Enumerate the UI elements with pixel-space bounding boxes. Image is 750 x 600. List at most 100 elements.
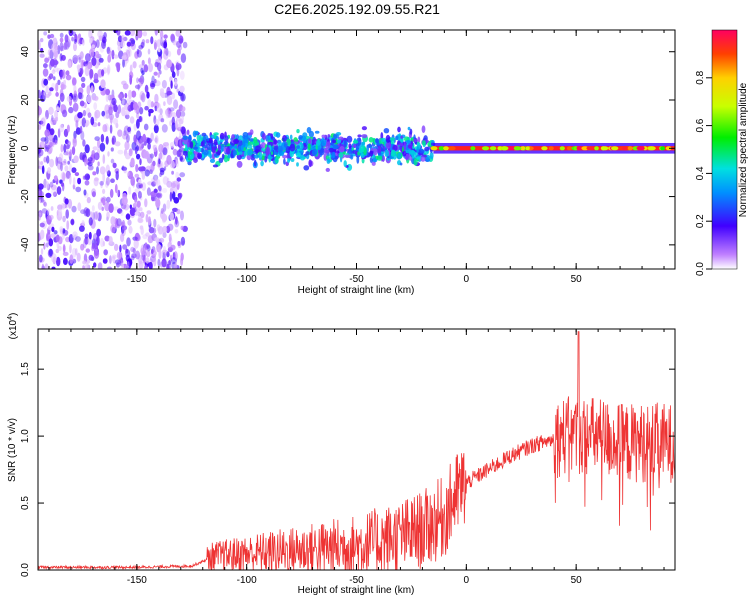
spectral-cell: [136, 112, 140, 119]
spectral-cell: [240, 144, 244, 151]
spectral-cell: [43, 201, 47, 207]
spectral-cell: [384, 149, 390, 157]
spectral-cell: [407, 126, 411, 131]
spectral-cell: [660, 146, 666, 151]
spectral-cell: [100, 79, 106, 89]
spectral-cell: [91, 191, 96, 198]
spectral-cell: [174, 229, 179, 234]
spectral-cell: [74, 172, 80, 177]
spectral-cell: [165, 109, 169, 119]
spectral-cell: [372, 148, 378, 156]
spectral-cell: [85, 122, 88, 128]
spectral-cell: [176, 48, 181, 56]
spectral-cell: [92, 146, 98, 151]
spectral-cell: [443, 146, 449, 151]
spectral-cell: [77, 92, 83, 100]
spectral-cell: [53, 117, 57, 124]
spectral-cell: [140, 41, 145, 49]
spectral-cell: [178, 120, 181, 130]
spectral-cell: [85, 248, 91, 253]
spectral-cell: [268, 141, 274, 146]
spectral-cell: [41, 263, 45, 269]
spectral-cell: [176, 177, 182, 182]
colorbar-tick-label: 0.0: [695, 262, 706, 276]
spectral-cell: [154, 175, 158, 186]
spectral-cell: [56, 256, 61, 267]
spectral-cell: [150, 191, 156, 198]
spectral-cell: [147, 99, 152, 108]
snr-plot-area: [38, 331, 675, 570]
spectral-cell: [76, 252, 81, 262]
spectral-cell: [59, 41, 64, 52]
spectral-cell: [55, 104, 59, 110]
spectral-cell: [175, 171, 180, 180]
spectral-cell: [150, 83, 156, 88]
spectral-cell: [75, 236, 81, 242]
spectral-cell: [218, 157, 224, 163]
spectral-cell: [88, 231, 92, 240]
spectral-cell: [141, 70, 145, 76]
spectral-cell: [357, 134, 362, 138]
spectral-cell: [148, 261, 153, 269]
spectral-cell: [173, 99, 179, 110]
spectral-cell: [243, 151, 247, 157]
spectral-cell: [325, 167, 330, 172]
spectral-cell: [48, 106, 54, 115]
spectral-cell: [417, 136, 421, 143]
spectral-cell: [144, 84, 149, 93]
spectral-cell: [172, 148, 178, 156]
spectral-cell: [138, 178, 142, 185]
spectral-cell: [481, 146, 490, 151]
spectral-cell: [63, 159, 67, 164]
spectral-cell: [75, 186, 82, 193]
spectral-cell: [64, 165, 69, 172]
spectral-cell: [49, 33, 55, 39]
spectral-cell: [80, 68, 84, 75]
spectral-cell: [162, 147, 168, 156]
spectral-cell: [356, 145, 359, 149]
spectral-cell: [174, 262, 178, 269]
spectral-cell: [289, 143, 296, 152]
spectral-cell: [381, 155, 385, 162]
spectral-cell: [97, 122, 101, 127]
spectral-cell: [214, 153, 218, 158]
spectral-cell: [390, 149, 396, 157]
spectral-cell: [94, 50, 100, 59]
spectral-cell: [123, 125, 130, 135]
spectral-cell: [196, 152, 203, 160]
spectral-cell: [160, 118, 165, 123]
spectral-cell: [117, 35, 123, 43]
spectral-cell: [117, 149, 124, 155]
spectral-cell: [168, 233, 172, 243]
spectral-cell: [175, 159, 178, 165]
spectral-cell: [79, 100, 85, 107]
spectral-cell: [221, 153, 225, 160]
spectral-cell: [126, 261, 130, 268]
spectral-cell: [72, 77, 77, 86]
spectral-cell: [72, 177, 76, 186]
spectral-cell: [154, 30, 158, 36]
spectral-cell: [104, 235, 110, 242]
spectral-cell: [48, 91, 52, 96]
spectral-cell: [368, 137, 374, 143]
spectral-cell: [181, 106, 186, 112]
spectral-cell: [111, 226, 116, 234]
spectral-cell: [167, 50, 172, 58]
spectral-cell: [175, 109, 182, 118]
spectral-cell: [125, 248, 129, 254]
spectral-cell: [45, 242, 49, 248]
spectral-cell: [157, 226, 164, 235]
spectral-cell: [163, 101, 166, 106]
spectral-cell: [121, 219, 126, 230]
spectral-cell: [71, 247, 77, 258]
spectral-cell: [100, 133, 105, 143]
spectral-cell: [212, 164, 219, 168]
spectral-cell: [369, 150, 374, 157]
spectral-cell: [39, 141, 45, 149]
spectral-cell: [155, 198, 161, 208]
spectral-cell: [180, 252, 184, 261]
spectral-cell: [181, 130, 187, 138]
spectral-cell: [59, 92, 65, 103]
spectral-cell: [348, 143, 352, 149]
